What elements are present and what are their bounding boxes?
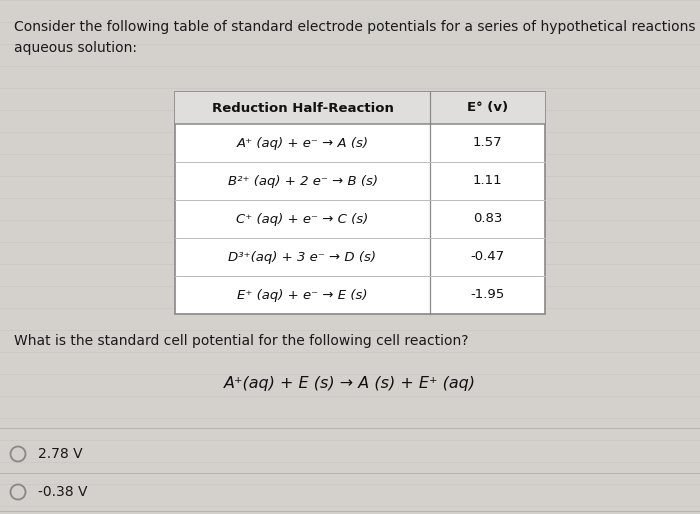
Text: 1.11: 1.11 — [473, 174, 503, 188]
Text: D³⁺(aq) + 3 e⁻ → D (s): D³⁺(aq) + 3 e⁻ → D (s) — [228, 250, 377, 264]
Text: 0.83: 0.83 — [473, 212, 502, 226]
Text: B²⁺ (aq) + 2 e⁻ → B (s): B²⁺ (aq) + 2 e⁻ → B (s) — [228, 174, 377, 188]
Text: E⁺ (aq) + e⁻ → E (s): E⁺ (aq) + e⁻ → E (s) — [237, 288, 368, 302]
Text: E° (v): E° (v) — [467, 101, 508, 115]
Text: Reduction Half-Reaction: Reduction Half-Reaction — [211, 101, 393, 115]
Text: Consider the following table of standard electrode potentials for a series of hy: Consider the following table of standard… — [14, 20, 700, 54]
Bar — [175, 92, 545, 314]
Text: A⁺(aq) + E (s) → A (s) + E⁺ (aq): A⁺(aq) + E (s) → A (s) + E⁺ (aq) — [224, 376, 476, 391]
Text: 2.78 V: 2.78 V — [38, 447, 83, 461]
Text: -0.38 V: -0.38 V — [38, 485, 88, 499]
Text: 1.57: 1.57 — [473, 137, 503, 150]
Text: A⁺ (aq) + e⁻ → A (s): A⁺ (aq) + e⁻ → A (s) — [237, 137, 368, 150]
Text: -1.95: -1.95 — [470, 288, 505, 302]
Text: What is the standard cell potential for the following cell reaction?: What is the standard cell potential for … — [14, 334, 468, 348]
Text: -0.47: -0.47 — [470, 250, 505, 264]
Bar — [175, 92, 545, 124]
Text: C⁺ (aq) + e⁻ → C (s): C⁺ (aq) + e⁻ → C (s) — [237, 212, 369, 226]
